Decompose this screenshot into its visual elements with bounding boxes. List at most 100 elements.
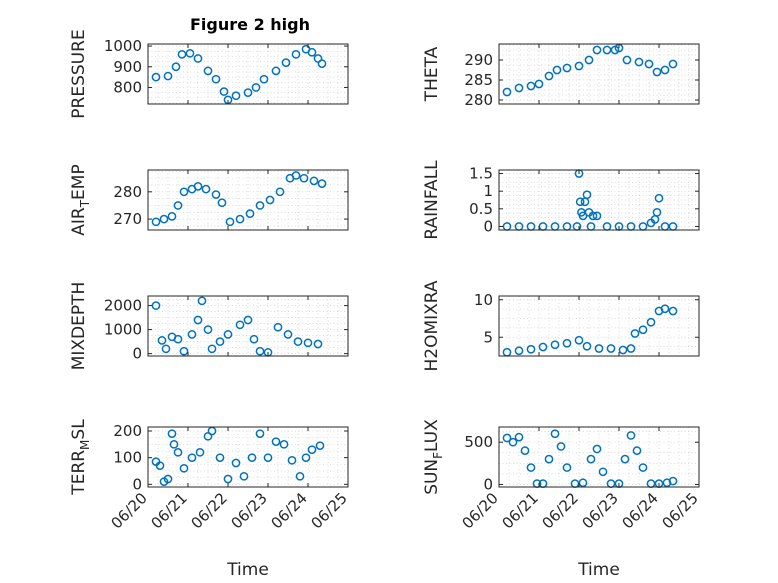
data-point — [634, 57, 644, 67]
data-point — [203, 431, 213, 441]
data-point — [177, 49, 187, 59]
data-point — [514, 346, 524, 356]
data-point — [217, 198, 227, 208]
data-point — [251, 83, 261, 92]
data-point — [203, 325, 213, 334]
data-point — [187, 330, 197, 339]
subplot-h2omixra: 5 10 H2OMIXRA — [422, 280, 700, 372]
data-point — [263, 453, 273, 463]
y-axis-label: RAINFALL — [422, 160, 442, 240]
data-point — [255, 346, 265, 356]
data-point — [265, 195, 275, 205]
data-point — [592, 45, 602, 55]
data-point — [668, 222, 678, 231]
data-point — [606, 479, 616, 488]
axes-box — [147, 295, 349, 357]
y-tick-label: 5 — [483, 328, 493, 346]
data-point — [618, 345, 628, 355]
data-point — [211, 74, 221, 84]
data-point — [550, 429, 560, 439]
subplot-mixdepth: 0 1000 2000 MIXDEPTH — [69, 282, 349, 371]
data-point — [293, 337, 303, 346]
data-point — [299, 173, 309, 183]
data-point — [215, 337, 225, 346]
data-point — [247, 453, 257, 463]
data-point — [303, 338, 313, 348]
data-point — [526, 344, 536, 354]
y-tick-label: 500 — [464, 433, 493, 451]
subplot-air_temp: 270 280 AIRTEMP — [69, 164, 349, 236]
data-point — [151, 301, 161, 310]
data-point — [626, 344, 636, 353]
data-point — [552, 65, 562, 75]
data-point — [520, 446, 530, 456]
data-point — [223, 474, 233, 484]
data-point — [620, 454, 630, 464]
data-point — [255, 201, 265, 210]
data-point — [534, 79, 544, 89]
data-point — [668, 59, 678, 69]
y-tick-label: 200 — [113, 422, 142, 440]
data-point — [193, 315, 203, 325]
x-tick-label: 06/22 — [188, 489, 231, 532]
y-axis-label: TERRMSL — [69, 419, 92, 496]
y-tick-label: 100 — [113, 449, 142, 467]
x-tick-label: 06/23 — [228, 489, 271, 532]
data-point — [171, 62, 181, 72]
data-point — [249, 334, 259, 344]
data-point — [502, 347, 512, 357]
x-tick-label: 06/20 — [459, 489, 502, 532]
data-point — [225, 217, 235, 227]
axes-box — [498, 426, 700, 488]
y-axis-label: PRESSURE — [69, 29, 89, 118]
data-point — [668, 476, 678, 486]
data-point — [245, 209, 255, 218]
y-tick-label: 1000 — [104, 321, 142, 339]
y-axis-label: MIXDEPTH — [69, 282, 89, 371]
data-point — [592, 211, 602, 221]
data-point — [598, 467, 608, 477]
data-point — [550, 340, 560, 350]
data-point — [584, 55, 594, 65]
data-point — [231, 458, 241, 468]
data-point — [291, 49, 301, 59]
data-point — [173, 447, 183, 457]
data-point — [562, 63, 572, 73]
x-tick-label: 06/23 — [579, 489, 622, 532]
data-point — [215, 453, 225, 463]
x-tick-label: 06/24 — [268, 489, 311, 532]
data-point — [151, 217, 161, 227]
data-point — [317, 59, 327, 69]
data-point — [163, 71, 173, 81]
y-tick-label: 280 — [464, 91, 493, 109]
data-point — [235, 320, 245, 330]
data-point — [582, 341, 592, 351]
y-tick-label: 0 — [132, 345, 142, 363]
y-tick-label: 1 — [483, 182, 493, 200]
data-point — [662, 478, 672, 488]
data-point — [660, 65, 670, 75]
data-point — [646, 479, 656, 488]
data-point — [544, 454, 554, 464]
data-point — [502, 87, 512, 97]
data-point — [207, 344, 217, 354]
x-tick-label: 06/21 — [148, 489, 191, 532]
y-tick-label: 0 — [132, 475, 142, 493]
axes-box — [147, 426, 349, 488]
data-point — [652, 67, 662, 77]
data-point — [159, 214, 169, 224]
axes-box — [147, 43, 349, 105]
data-point — [654, 193, 664, 203]
data-point — [275, 187, 285, 197]
data-point — [638, 463, 648, 472]
data-point — [570, 479, 580, 488]
data-point — [185, 48, 195, 58]
data-point — [562, 463, 572, 472]
data-point — [231, 91, 241, 101]
data-point — [273, 322, 283, 332]
data-point — [562, 338, 572, 348]
data-point — [271, 66, 281, 76]
y-tick-label: 2000 — [104, 297, 142, 315]
y-tick-label: 1.5 — [469, 165, 493, 183]
